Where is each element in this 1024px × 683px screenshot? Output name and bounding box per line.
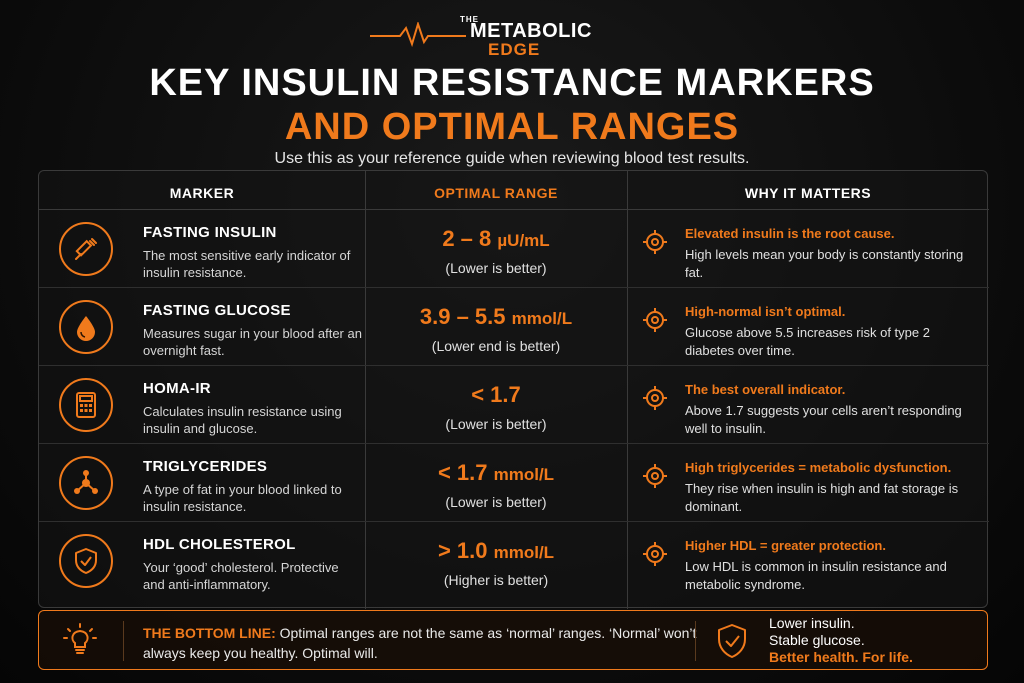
range-value: > 1.0 mmol/L <box>437 538 555 563</box>
table-row: HDL CHOLESTEROL Your ‘good’ cholesterol.… <box>39 522 989 600</box>
column-divider <box>627 171 628 609</box>
marker-description: Measures sugar in your blood after an ov… <box>143 326 362 358</box>
row-divider <box>39 287 989 288</box>
calculator-icon <box>59 378 113 432</box>
bottom-line-text: THE BOTTOM LINE: Optimal ranges are not … <box>143 625 697 661</box>
range-note: (Lower is better) <box>445 494 547 510</box>
bottom-line-banner: THE BOTTOM LINE: Optimal ranges are not … <box>38 610 988 670</box>
column-divider <box>365 171 366 609</box>
range-value: 3.9 – 5.5 mmol/L <box>419 304 573 329</box>
marker-name: TRIGLYCERIDES <box>143 458 268 475</box>
shield-check-icon <box>718 624 746 658</box>
tagline-2: Stable glucose. <box>769 632 865 648</box>
blood-drop-icon <box>59 300 113 354</box>
target-icon <box>643 542 667 566</box>
shield-check-icon <box>59 534 113 588</box>
marker-description: The most sensitive early indicator of in… <box>143 248 351 280</box>
range-note: (Lower end is better) <box>431 338 561 354</box>
marker-name: FASTING INSULIN <box>143 224 277 241</box>
why-heading: Higher HDL = greater protection. <box>685 538 886 553</box>
target-icon <box>643 230 667 254</box>
syringe-icon <box>59 222 113 276</box>
brand-logo: THE METABOLIC EDGE <box>0 8 1024 59</box>
range-note: (Lower is better) <box>445 416 547 432</box>
header-optimal-range: OPTIMAL RANGE <box>434 185 558 201</box>
row-divider <box>39 365 989 366</box>
range-note: (Lower is better) <box>445 260 547 276</box>
page-title: KEY INSULIN RESISTANCE MARKERS <box>149 62 875 104</box>
why-description: Low HDL is common in insulin resistance … <box>685 559 947 592</box>
table-row: TRIGLYCERIDES A type of fat in your bloo… <box>39 444 989 522</box>
marker-description: A type of fat in your blood linked to in… <box>143 482 342 514</box>
why-description: Glucose above 5.5 increases risk of type… <box>685 325 930 358</box>
lightbulb-icon <box>63 623 97 654</box>
header-marker: MARKER <box>169 185 235 201</box>
banner-divider <box>695 621 696 661</box>
marker-name: HDL CHOLESTEROL <box>143 536 296 553</box>
tagline-1: Lower insulin. <box>769 615 855 631</box>
why-heading: High triglycerides = metabolic dysfuncti… <box>685 460 952 475</box>
range-value: 2 – 8 µU/mL <box>442 226 550 251</box>
header-why-it-matters: WHY IT MATTERS <box>744 185 872 201</box>
why-description: Above 1.7 suggests your cells aren’t res… <box>685 403 962 436</box>
tagline-3: Better health. For life. <box>769 649 913 665</box>
why-heading: The best overall indicator. <box>685 382 846 397</box>
molecule-icon <box>59 456 113 510</box>
target-icon <box>643 386 667 410</box>
range-note: (Higher is better) <box>443 572 549 588</box>
marker-description: Your ‘good’ cholesterol. Protective and … <box>143 560 339 592</box>
table-row: HOMA-IR Calculates insulin resistance us… <box>39 366 989 444</box>
page-title-accent: AND OPTIMAL RANGES <box>284 106 740 148</box>
why-description: High levels mean your body is constantly… <box>685 247 964 280</box>
marker-name: HOMA-IR <box>143 380 211 397</box>
why-heading: Elevated insulin is the root cause. <box>685 226 895 241</box>
range-value: < 1.7 mmol/L <box>437 460 555 485</box>
logo-the: THE <box>460 15 479 24</box>
row-divider <box>39 443 989 444</box>
why-heading: High-normal isn’t optimal. <box>685 304 846 319</box>
target-icon <box>643 308 667 332</box>
range-value: < 1.7 <box>471 382 521 407</box>
why-description: They rise when insulin is high and fat s… <box>685 481 959 514</box>
target-icon <box>643 464 667 488</box>
banner-divider <box>123 621 124 661</box>
heartbeat-icon <box>370 22 466 48</box>
marker-name: FASTING GLUCOSE <box>143 302 291 319</box>
row-divider <box>39 521 989 522</box>
markers-table: MARKER OPTIMAL RANGE WHY IT MATTERS FAST… <box>38 170 989 609</box>
page-subtitle: Use this as your reference guide when re… <box>274 150 750 167</box>
logo-metabolic: METABOLIC <box>470 20 592 42</box>
table-row: FASTING INSULIN The most sensitive early… <box>39 210 989 288</box>
table-row: FASTING GLUCOSE Measures sugar in your b… <box>39 288 989 366</box>
logo-edge: EDGE <box>488 40 541 59</box>
header-divider <box>39 209 989 210</box>
marker-description: Calculates insulin resistance using insu… <box>143 404 342 436</box>
